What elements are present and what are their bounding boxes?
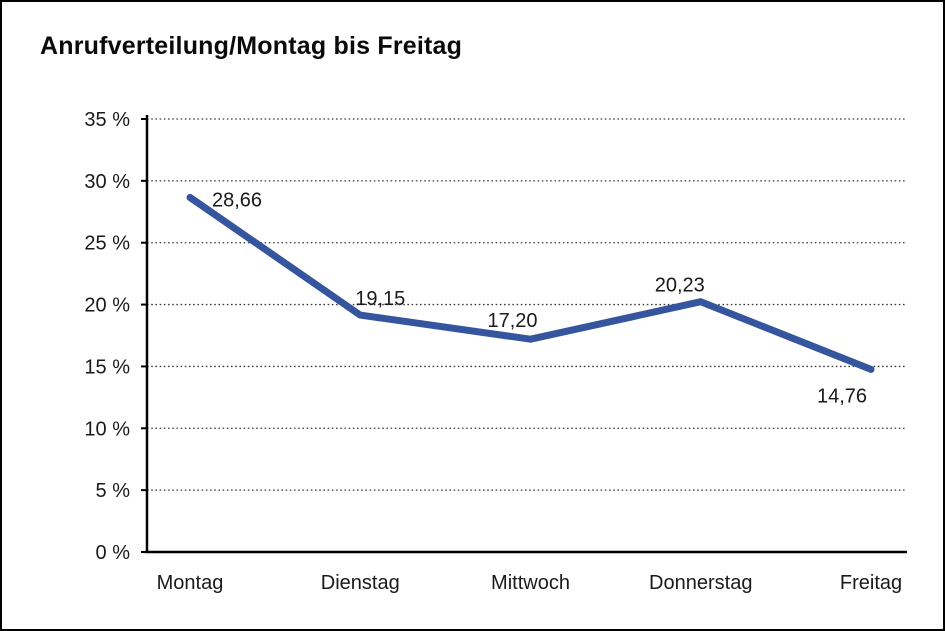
y-tick-label: 10 %: [84, 418, 130, 440]
x-category-label: Freitag: [840, 572, 902, 594]
data-point-label: 19,15: [355, 288, 405, 310]
x-category-label: Mittwoch: [491, 572, 570, 594]
y-tick-label: 25 %: [84, 233, 130, 255]
y-tick-label: 5 %: [96, 480, 131, 502]
data-point-label: 14,76: [817, 385, 867, 407]
data-point-label: 20,23: [655, 275, 705, 297]
y-tick-label: 15 %: [84, 356, 130, 378]
y-tick-label: 30 %: [84, 171, 130, 193]
y-tick-label: 0 %: [96, 542, 131, 564]
data-point-label: 28,66: [212, 189, 262, 211]
data-series-line: [186, 193, 875, 373]
chart-title: Anrufverteilung/Montag bis Freitag: [40, 32, 463, 60]
data-point-label: 17,20: [488, 310, 538, 332]
x-category-label: Donnerstag: [649, 572, 752, 594]
y-tick-label: 20 %: [84, 295, 130, 317]
x-category-label: Dienstag: [321, 572, 400, 594]
y-tick-label: 35 %: [84, 109, 130, 131]
x-category-label: Montag: [157, 572, 224, 594]
